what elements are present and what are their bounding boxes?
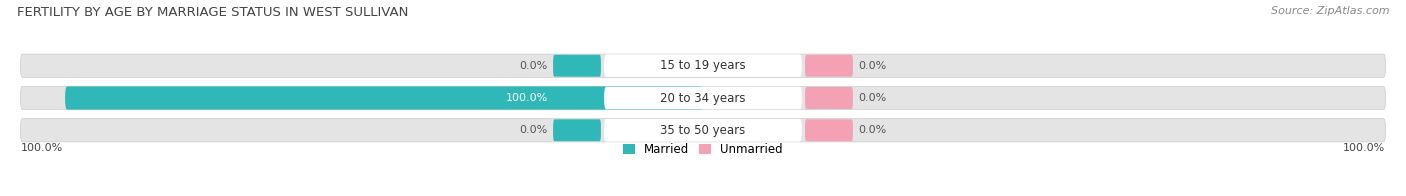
Text: Source: ZipAtlas.com: Source: ZipAtlas.com — [1271, 6, 1389, 16]
FancyBboxPatch shape — [806, 55, 853, 77]
Text: FERTILITY BY AGE BY MARRIAGE STATUS IN WEST SULLIVAN: FERTILITY BY AGE BY MARRIAGE STATUS IN W… — [17, 6, 408, 19]
Text: 0.0%: 0.0% — [858, 93, 886, 103]
Text: 15 to 19 years: 15 to 19 years — [661, 59, 745, 72]
Text: 0.0%: 0.0% — [520, 125, 548, 135]
Text: 0.0%: 0.0% — [858, 61, 886, 71]
FancyBboxPatch shape — [553, 87, 600, 109]
FancyBboxPatch shape — [605, 119, 801, 142]
Text: 20 to 34 years: 20 to 34 years — [661, 92, 745, 104]
Text: 100.0%: 100.0% — [1343, 143, 1385, 153]
FancyBboxPatch shape — [605, 87, 801, 109]
Text: 0.0%: 0.0% — [520, 61, 548, 71]
Text: 100.0%: 100.0% — [506, 93, 548, 103]
FancyBboxPatch shape — [21, 86, 1385, 110]
Text: 35 to 50 years: 35 to 50 years — [661, 124, 745, 137]
FancyBboxPatch shape — [553, 119, 600, 141]
FancyBboxPatch shape — [553, 55, 600, 77]
Text: 100.0%: 100.0% — [21, 143, 63, 153]
FancyBboxPatch shape — [806, 87, 853, 109]
FancyBboxPatch shape — [21, 54, 1385, 77]
Legend: Married, Unmarried: Married, Unmarried — [623, 143, 783, 156]
Text: 0.0%: 0.0% — [858, 125, 886, 135]
FancyBboxPatch shape — [65, 86, 703, 110]
FancyBboxPatch shape — [21, 119, 1385, 142]
FancyBboxPatch shape — [806, 119, 853, 141]
FancyBboxPatch shape — [605, 54, 801, 77]
